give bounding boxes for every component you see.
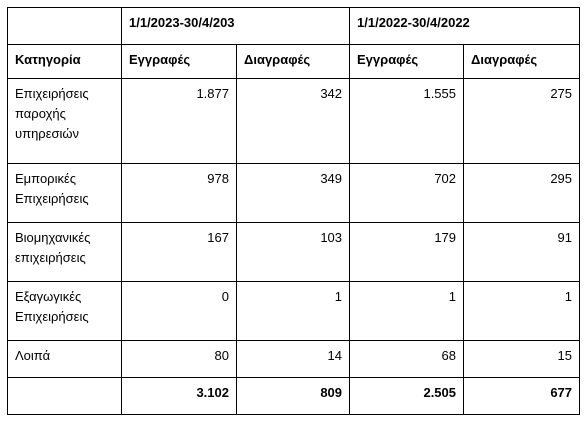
value-cell: 167 [121,222,237,282]
category-cell: Επιχειρήσεις παροχής υπηρεσιών [7,78,122,164]
data-row: Εξαγωγικές Επιχειρήσεις 0 1 1 1 [7,281,581,341]
value-cell: 68 [349,340,465,378]
value-cell: 179 [349,222,465,282]
value-cell: 275 [463,78,581,164]
column-header-row: Κατηγορία Εγγραφές Διαγραφές Εγγραφές Διαγρα… [7,44,581,79]
value-cell: 1 [349,281,465,341]
total-cell: 3.102 [121,377,237,415]
data-table: 1/1/2023-30/4/203 1/1/2022-30/4/2022 Κατ… [7,7,581,415]
empty-cell [7,377,122,415]
data-row: Βιομηχανικές επιχειρήσεις 167 103 179 91 [7,222,581,282]
empty-cell [7,7,122,45]
value-cell: 702 [349,163,465,223]
total-cell: 809 [235,377,351,415]
category-cell: Βιομηχανικές επιχειρήσεις [7,222,122,282]
value-cell: 1.877 [121,78,237,164]
column-header: Διαγραφές [463,44,581,79]
value-cell: 0 [121,281,237,341]
total-cell: 2.505 [349,377,465,415]
value-cell: 349 [235,163,351,223]
value-cell: 295 [463,163,581,223]
value-cell: 978 [121,163,237,223]
period-header: 1/1/2023-30/4/203 [120,7,351,45]
value-cell: 1 [463,281,581,341]
totals-row: 3.102 809 2.505 677 [7,377,581,415]
value-cell: 1.555 [349,78,465,164]
data-row: Επιχειρήσεις παροχής υπηρεσιών 1.877 342 1.… [7,78,581,164]
column-header: Διαγραφές [235,44,351,79]
category-cell: Εξαγωγικές Επιχειρήσεις [7,281,122,341]
value-cell: 342 [235,78,351,164]
column-header: Εγγραφές [121,44,237,79]
value-cell: 91 [463,222,581,282]
period-row: 1/1/2023-30/4/203 1/1/2022-30/4/2022 [7,7,581,45]
period-header: 1/1/2022-30/4/2022 [349,7,581,45]
column-header: Εγγραφές [349,44,465,79]
value-cell: 14 [235,340,351,378]
value-cell: 103 [235,222,351,282]
category-cell: Εμπορικές Επιχειρήσεις [7,163,122,223]
value-cell: 1 [235,281,351,341]
data-row: Εμπορικές Επιχειρήσεις 978 349 702 295 [7,163,581,223]
value-cell: 15 [463,340,581,378]
data-row: Λοιπά 80 14 68 15 [7,340,581,378]
column-header: Κατηγορία [7,44,122,79]
category-cell: Λοιπά [7,340,122,378]
table-body: 1/1/2023-30/4/203 1/1/2022-30/4/2022 Κατ… [7,7,581,415]
value-cell: 80 [121,340,237,378]
total-cell: 677 [463,377,581,415]
